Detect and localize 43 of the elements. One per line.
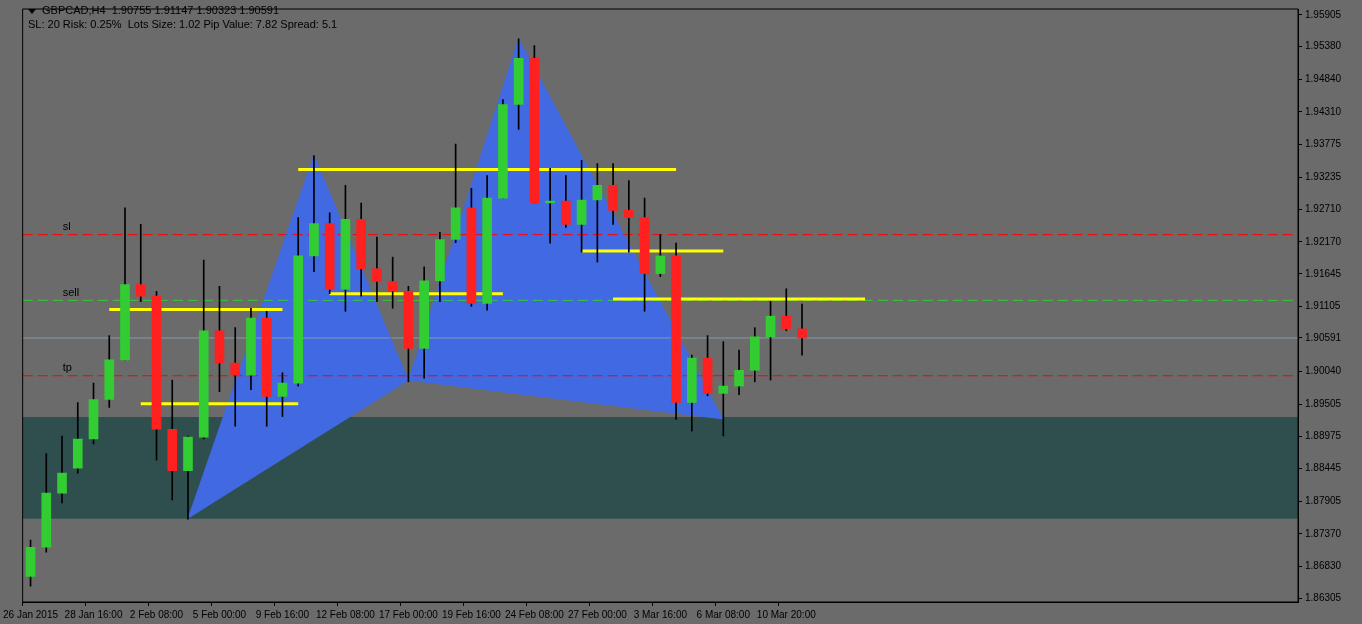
y-tick-label: 1.89505	[1305, 397, 1342, 409]
y-tick-label: 1.88975	[1305, 430, 1342, 442]
x-tick-label: 27 Feb 00:00	[567, 608, 628, 620]
x-tick-label: 12 Feb 08:00	[315, 608, 376, 620]
y-tick-label: 1.92710	[1305, 202, 1342, 214]
y-tick-label: 1.90591	[1305, 331, 1342, 343]
ref-line-label: tp	[62, 361, 72, 374]
ref-line-label: sell	[62, 285, 80, 298]
ref-line-label: sl	[62, 220, 71, 233]
chart-title: GBPCAD,H4 1.90755 1.91147 1.90323 1.90591	[42, 4, 280, 16]
x-tick-label: 17 Feb 00:00	[378, 608, 439, 620]
y-tick-label: 1.86830	[1305, 560, 1342, 572]
y-tick-label: 1.91645	[1305, 267, 1342, 279]
y-tick-label: 1.87905	[1305, 495, 1342, 507]
y-tick-label: 1.87370	[1305, 527, 1342, 539]
candlestick	[718, 341, 729, 437]
y-tick-label: 1.94310	[1305, 105, 1342, 117]
candlestick	[372, 236, 382, 302]
x-tick-label: 6 Mar 08:00	[696, 608, 751, 620]
y-tick-label: 1.86305	[1305, 592, 1342, 604]
x-tick-label: 9 Feb 16:00	[255, 608, 310, 620]
y-tick-label: 1.92170	[1305, 235, 1342, 247]
candlestick	[797, 303, 807, 356]
y-tick-label: 1.91105	[1305, 300, 1341, 312]
x-tick-label: 26 Jan 2015	[3, 608, 59, 620]
y-tick-label: 1.90040	[1305, 365, 1342, 377]
y-tick-label: 1.95380	[1305, 40, 1342, 52]
x-tick-label: 3 Mar 16:00	[633, 608, 688, 620]
y-tick-label: 1.88445	[1305, 462, 1342, 474]
y-tick-label: 1.93775	[1305, 138, 1342, 150]
x-tick-label: 19 Feb 16:00	[441, 608, 502, 620]
candlestick	[230, 327, 241, 427]
y-tick-label: 1.94840	[1305, 73, 1342, 85]
x-tick-label: 10 Mar 20:00	[756, 608, 817, 620]
x-tick-label: 2 Feb 08:00	[129, 608, 184, 620]
x-tick-label: 28 Jan 16:00	[64, 608, 123, 620]
candlestick	[624, 180, 634, 253]
y-tick-label: 1.93235	[1305, 170, 1342, 182]
x-tick-label: 24 Feb 08:00	[504, 608, 565, 620]
text: SL: 20 Risk: 0.25% Lots Size: 1.02 Pip Value: 7.82 Spread: 5.1	[28, 17, 338, 31]
x-tick-label: 5 Feb 00:00	[192, 608, 247, 620]
y-tick-label: 1.95905	[1305, 8, 1342, 20]
candlestick	[135, 223, 146, 302]
